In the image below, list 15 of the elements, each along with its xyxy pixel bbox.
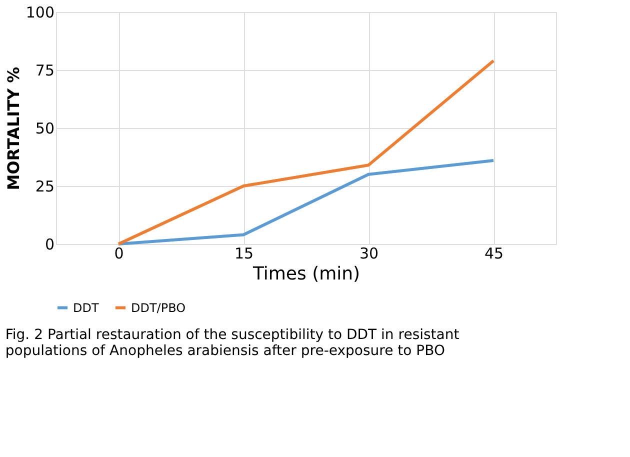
caption: Fig. 2 Partial restauration of the susceptibility to DDT in resistant populations of Anopheles arabiensis after pre-exposure to PBO <box>5 327 460 359</box>
y-tick-label: 25 <box>35 178 54 196</box>
x-tick-label: 0 <box>114 244 124 262</box>
x-tick-label: 15 <box>234 244 254 262</box>
y-tick-label: 75 <box>35 62 54 80</box>
line-series <box>117 59 495 246</box>
x-axis-title: Times (min) <box>252 264 360 284</box>
x-tick-label: 30 <box>359 244 379 262</box>
legend-label: DDT/PBO <box>131 300 186 315</box>
legend-label: DDT <box>73 300 100 315</box>
y-axis-title: MORTALITY % <box>4 66 23 190</box>
y-tick-label: 100 <box>26 4 54 22</box>
x-tick-label: 45 <box>484 244 504 262</box>
y-tick-label: 50 <box>35 120 54 138</box>
line-series <box>117 158 495 246</box>
